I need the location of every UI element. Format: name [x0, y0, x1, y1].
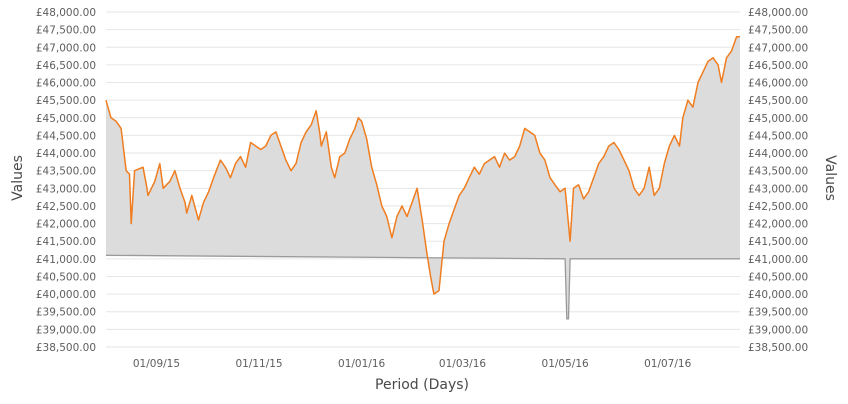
y-tick-label-left: £39,000.00: [36, 324, 96, 336]
y-tick-label-right: £46,000.00: [748, 78, 808, 90]
y-tick-label-right: £46,500.00: [748, 60, 808, 72]
value-series-line: [105, 35, 740, 295]
y-tick-label-left: £44,000.00: [36, 148, 96, 160]
x-tick-label: 01/05/16: [542, 358, 589, 370]
y-tick-label-left: £42,500.00: [36, 201, 96, 213]
y-tick-label-left: £40,000.00: [36, 289, 96, 301]
grid-lines: [106, 11, 740, 348]
plot-area: [105, 35, 740, 320]
y-tick-label-right: £47,500.00: [748, 25, 808, 37]
x-tick-label: 01/07/16: [644, 358, 691, 370]
y-tick-label-left: £41,500.00: [36, 236, 96, 248]
x-axis: 01/09/15 01/11/15 01/01/16 01/03/16 01/05/16…: [133, 358, 692, 370]
y-tick-label-left: £45,500.00: [36, 95, 96, 107]
y-tick-label-left: £46,500.00: [36, 60, 96, 72]
y-axis-title-right: Values: [822, 155, 838, 201]
y-tick-label-right: £42,500.00: [748, 201, 808, 213]
y-tick-label-left: £45,000.00: [36, 113, 96, 125]
x-tick-label: 01/09/15: [133, 358, 180, 370]
baseline-series-line: [105, 254, 740, 320]
y-tick-label-right: £45,000.00: [748, 113, 808, 125]
x-tick-label: 01/11/15: [235, 358, 282, 370]
y-tick-label-left: £38,500.00: [36, 342, 96, 354]
y-tick-label-left: £44,500.00: [36, 130, 96, 142]
y-tick-label-right: £45,500.00: [748, 95, 808, 107]
y-tick-label-right: £44,500.00: [748, 130, 808, 142]
y-tick-label-left: £42,000.00: [36, 219, 96, 231]
y-tick-label-right: £44,000.00: [748, 148, 808, 160]
y-tick-label-right: £43,500.00: [748, 166, 808, 178]
y-tick-label-left: £47,000.00: [36, 42, 96, 54]
area-fill: [106, 36, 740, 319]
x-tick-label: 01/01/16: [338, 358, 385, 370]
y-tick-label-left: £43,500.00: [36, 166, 96, 178]
x-axis-title: Period (Days): [375, 377, 469, 393]
y-tick-label-left: £43,000.00: [36, 183, 96, 195]
y-axis-left: £38,500.00 £39,000.00 £39,500.00 £40,000.00…: [36, 7, 96, 354]
y-tick-label-left: £39,500.00: [36, 307, 96, 319]
y-tick-label-left: £46,000.00: [36, 78, 96, 90]
y-tick-label-right: £47,000.00: [748, 42, 808, 54]
y-axis-right: £38,500.00 £39,000.00 £39,500.00 £40,000.00…: [748, 7, 808, 354]
y-tick-label-left: £40,500.00: [36, 271, 96, 283]
x-tick-label: 01/03/16: [439, 358, 486, 370]
y-tick-label-right: £41,000.00: [748, 254, 808, 266]
y-tick-label-right: £48,000.00: [748, 7, 808, 19]
y-tick-label-right: £40,500.00: [748, 271, 808, 283]
y-axis-title-left: Values: [10, 155, 26, 201]
y-tick-label-right: £41,500.00: [748, 236, 808, 248]
y-tick-label-left: £48,000.00: [36, 7, 96, 19]
y-tick-label-right: £42,000.00: [748, 219, 808, 231]
y-tick-label-right: £43,000.00: [748, 183, 808, 195]
y-tick-label-right: £39,500.00: [748, 307, 808, 319]
y-tick-label-right: £38,500.00: [748, 342, 808, 354]
y-tick-label-left: £41,000.00: [36, 254, 96, 266]
y-tick-label-right: £39,000.00: [748, 324, 808, 336]
y-tick-label-left: £47,500.00: [36, 25, 96, 37]
y-tick-label-right: £40,000.00: [748, 289, 808, 301]
